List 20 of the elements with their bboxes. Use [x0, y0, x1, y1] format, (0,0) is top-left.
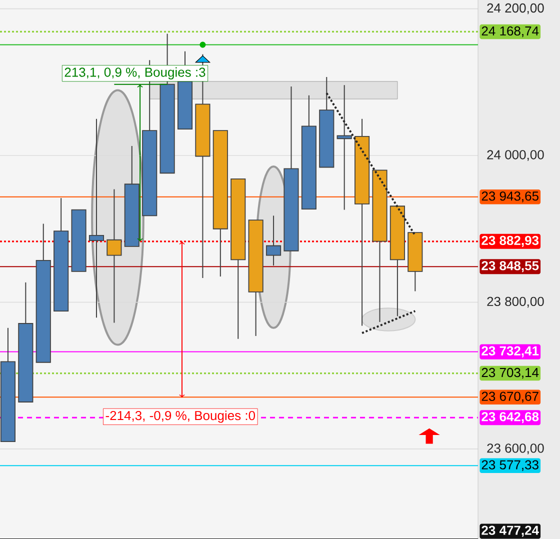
ref-line-label: 23 670,67: [482, 392, 538, 402]
y-tick-label: 24 200,00: [487, 3, 544, 14]
y-tick-label: 24 000,00: [487, 150, 544, 161]
ref-line-label: 23 943,65: [482, 191, 538, 202]
ref-line-label: 23 577,33: [482, 460, 538, 471]
ref-line-label: 23 848,55: [482, 261, 539, 272]
candlestick: [106, 188, 122, 324]
annotation: 213,1, 0,9 %, Bougies :3: [64, 67, 206, 80]
ref-line-label: 23 732,41: [482, 346, 539, 358]
ref-line-label: 23 477,24: [482, 526, 539, 537]
annotation: -214,3, -0,9 %, Bougies :0: [106, 410, 256, 423]
candlestick: [266, 215, 282, 266]
candlestick: [88, 118, 104, 318]
ref-line-label: 23 642,68: [482, 412, 539, 424]
ref-line-label: 23 703,14: [482, 368, 539, 379]
y-tick-label: 23 800,00: [487, 296, 544, 308]
y-tick-label: 23 600,00: [487, 444, 544, 454]
candlestick: [336, 84, 352, 210]
ref-line-label: 24 168,74: [482, 26, 539, 38]
ref-line-label: 23 882,93: [482, 236, 539, 247]
